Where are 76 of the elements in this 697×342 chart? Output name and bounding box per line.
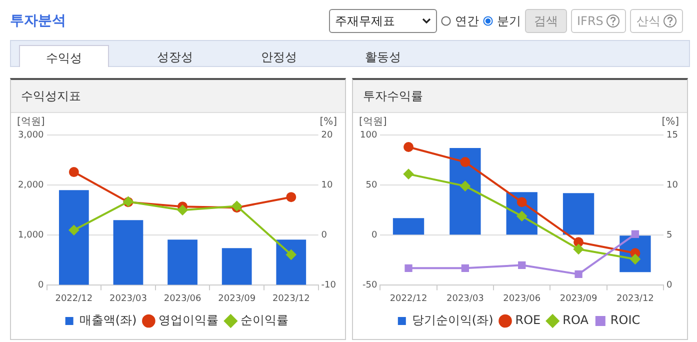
y-tick-label: 2,000 (18, 180, 44, 190)
text: 안정성 (260, 49, 298, 66)
point (461, 264, 470, 272)
point (574, 244, 584, 254)
bar (222, 248, 252, 285)
bar (113, 220, 144, 285)
point (516, 211, 527, 222)
y-tick-label: 50 (366, 180, 378, 190)
chart-title: 투자수익률 (353, 80, 687, 113)
y2-tick-label: 15 (666, 130, 678, 140)
x-tick-label: 2023/03 (110, 294, 147, 304)
x-tick-label: 2023/12 (272, 294, 310, 304)
point (404, 142, 414, 152)
legend-label: ROA (562, 313, 590, 328)
y2-tick-label: -10 (321, 280, 336, 291)
legend-label: 매출액(좌) (79, 313, 137, 328)
point (286, 192, 296, 202)
y-tick-label: 0 (371, 230, 378, 240)
y2-axis-title: [%] (662, 116, 680, 128)
y2-tick-label: 0 (321, 230, 328, 240)
y-tick-label: 100 (360, 130, 378, 140)
point (404, 264, 412, 272)
y-axis-title: [억원] (17, 116, 45, 128)
y-tick-label: 1,000 (18, 230, 44, 240)
legend-label: ROIC (610, 313, 640, 328)
text: 주재무제표 (335, 12, 395, 30)
point (518, 261, 526, 269)
point (286, 250, 296, 260)
text: IFRS (577, 14, 604, 28)
x-tick-label: 2022/12 (390, 294, 428, 304)
x-tick-label: 2023/09 (218, 294, 256, 304)
point (68, 225, 79, 236)
x-tick-label: 2023/03 (446, 294, 484, 304)
bar (450, 148, 481, 235)
y2-tick-label: 10 (321, 180, 334, 190)
y-axis-title: [억원] (359, 116, 387, 128)
text: 연간 (455, 12, 479, 30)
point (460, 157, 470, 168)
y-tick-label: -50 (362, 280, 378, 291)
chart-title: 수익성지표 (11, 80, 345, 113)
bar (562, 193, 594, 235)
text: 성장성 (156, 49, 194, 66)
point (574, 237, 584, 248)
x-tick-label: 2023/09 (560, 294, 598, 304)
legend-label: ROE (515, 313, 541, 328)
y-tick-label: 0 (38, 280, 44, 291)
legend-label: 당기순이익(좌) (412, 313, 494, 328)
bar (392, 218, 424, 235)
y-tick-label: 3,000 (18, 130, 44, 140)
point (178, 205, 188, 216)
bar (276, 240, 306, 285)
point (574, 270, 582, 278)
point (460, 181, 470, 192)
y2-tick-label: 0 (666, 280, 673, 291)
text: 검색 (525, 9, 567, 33)
x-tick-label: 2023/06 (503, 294, 541, 304)
text: 산식 (636, 12, 660, 30)
point (68, 167, 79, 178)
point (631, 230, 640, 238)
text: 활동성 (364, 49, 402, 66)
x-tick-label: 2023/06 (164, 294, 202, 304)
x-tick-label: 2022/12 (55, 294, 93, 304)
text: 분기 (497, 12, 521, 30)
bar (168, 240, 198, 285)
bar (58, 190, 89, 285)
x-tick-label: 2023/12 (616, 294, 654, 304)
y2-tick-label: 10 (666, 180, 678, 190)
point (516, 197, 527, 208)
legend-label: 영업이익률 (158, 313, 219, 328)
y2-axis-title: [%] (320, 116, 338, 128)
y2-tick-label: 20 (321, 130, 334, 140)
text: 투자분석 (10, 12, 66, 30)
text: 수익성 (19, 45, 109, 67)
point (404, 169, 414, 180)
y2-tick-label: 5 (666, 230, 672, 240)
legend-label: 순이익률 (240, 313, 289, 328)
